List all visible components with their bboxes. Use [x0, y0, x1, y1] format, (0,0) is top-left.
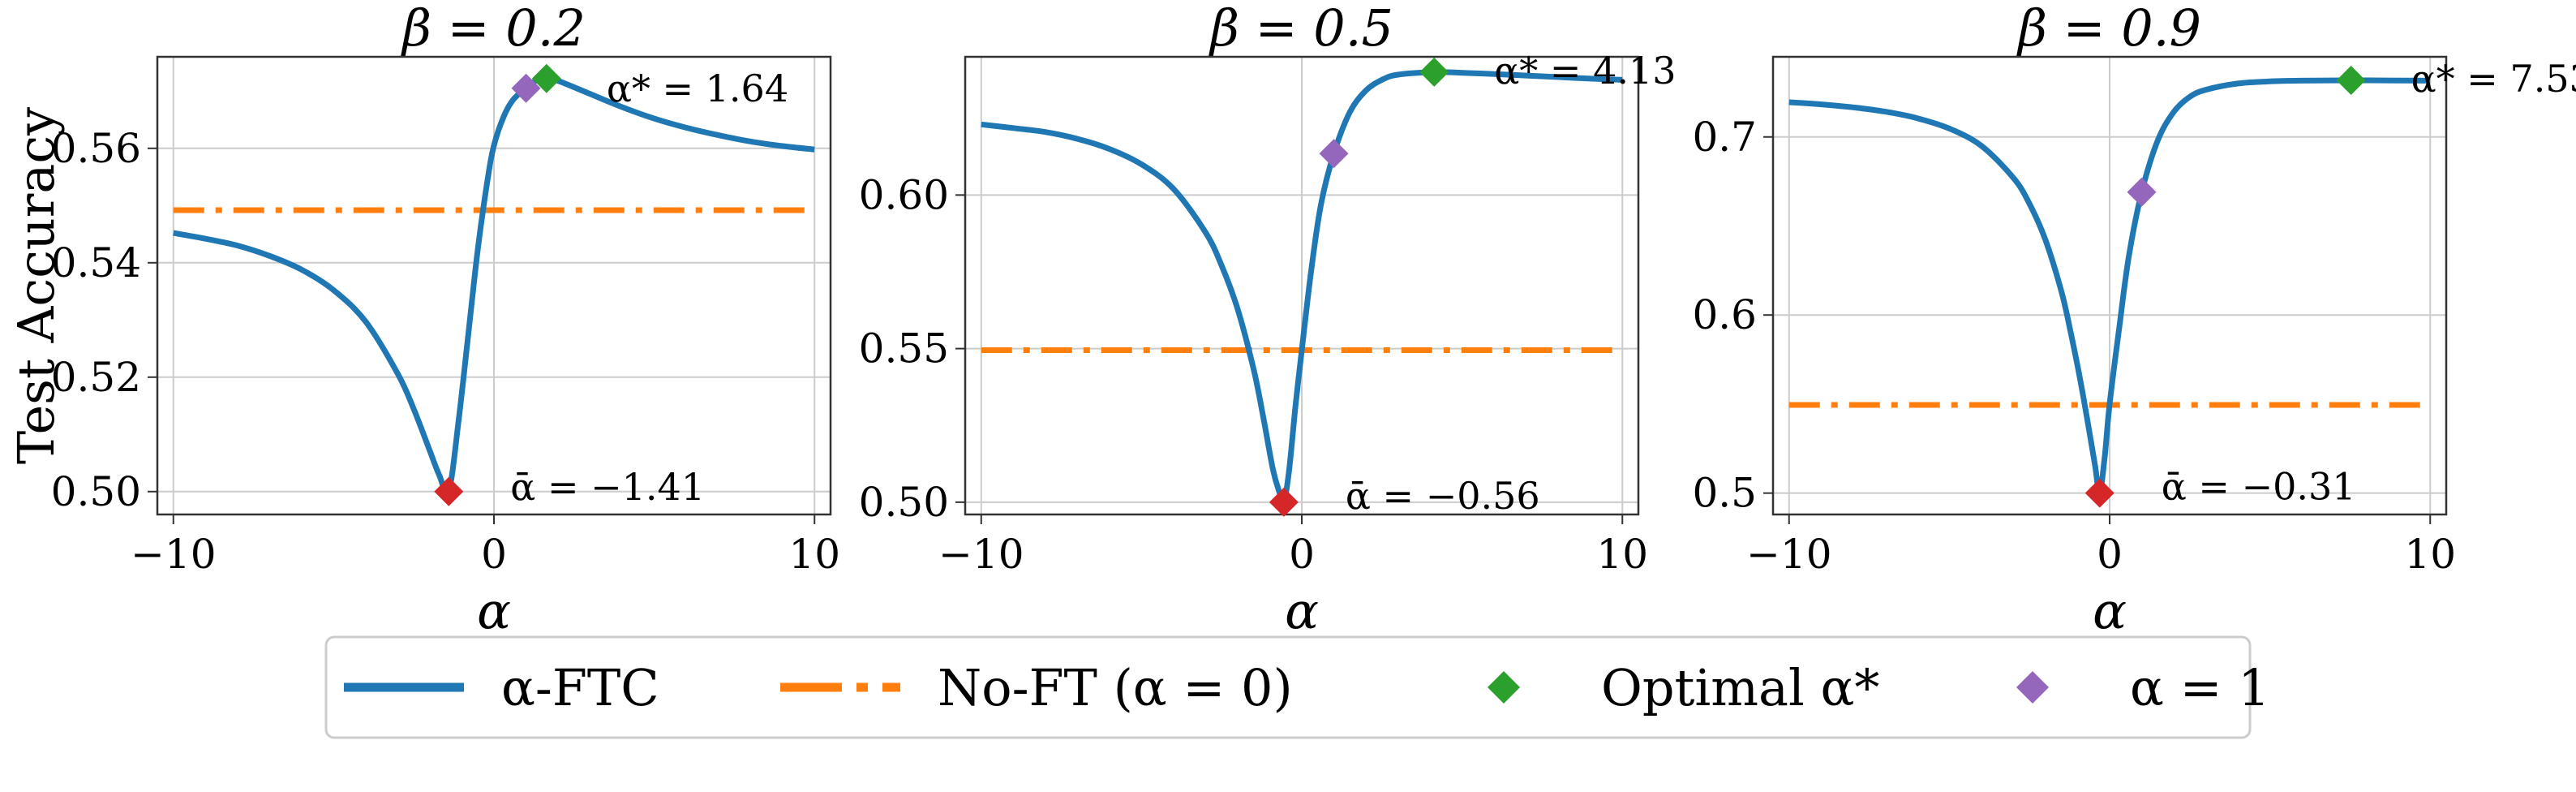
- legend-label: No-FT (α = 0): [938, 658, 1293, 717]
- alpha-one-marker: [1319, 139, 1349, 169]
- legend-swatch-diamond: [2016, 671, 2049, 704]
- subplot-3: β = 0.9 −10 0 10 0.5 0.6 0.7 α* = 7.53 ᾱ = −0.31…: [1692, 0, 2576, 640]
- alpha-ftc-curve: [981, 69, 1623, 506]
- min-annotation: ᾱ = −1.41: [510, 465, 705, 509]
- x-tick-label: −10: [131, 531, 217, 578]
- axes-frame: [156, 55, 832, 516]
- axes-frame: [1771, 55, 2448, 516]
- legend-item: α = 1: [2016, 658, 2270, 717]
- subplot-title: β = 0.5: [1209, 0, 1393, 58]
- subplot-title: β = 0.2: [401, 0, 586, 58]
- alpha-ftc-curve: [173, 75, 815, 497]
- x-axis-label: α: [477, 581, 511, 640]
- x-tick-label: 10: [1596, 531, 1648, 578]
- x-tick-label: 10: [2404, 531, 2456, 578]
- y-tick-label: 0.55: [859, 325, 949, 372]
- alpha-one-marker: [511, 73, 541, 103]
- legend: α-FTC No-FT (α = 0) Optimal α* α = 1: [324, 635, 2270, 739]
- x-tick-label: 0: [481, 531, 507, 578]
- legend-item: Optimal α*: [1488, 658, 1879, 717]
- x-tick-label: −10: [938, 531, 1024, 578]
- min-point-marker: [1269, 487, 1299, 517]
- x-tick-label: 10: [788, 531, 840, 578]
- legend-label: α-FTC: [501, 658, 659, 717]
- legend-label: Optimal α*: [1601, 658, 1879, 717]
- x-tick-label: 0: [1289, 531, 1315, 578]
- y-tick-label: 0.50: [859, 479, 949, 526]
- min-annotation: ᾱ = −0.31: [2162, 465, 2356, 509]
- subplot-1: β = 0.2 −10 0 10 0.50 0.52 0.54 0.56 α* = 1.64 ᾱ …: [51, 0, 840, 640]
- x-tick-label: 0: [2097, 531, 2123, 578]
- y-tick-label: 0.56: [51, 125, 141, 172]
- optimal-marker: [2336, 65, 2366, 95]
- legend-frame: [324, 635, 2252, 739]
- y-tick-label: 0.7: [1692, 114, 1757, 161]
- y-tick-label: 0.52: [51, 354, 141, 401]
- axes-frame: [964, 55, 1640, 516]
- min-annotation: ᾱ = −0.56: [1346, 474, 1540, 518]
- optimal-annotation: α* = 1.64: [607, 67, 788, 110]
- legend-swatch-diamond: [1488, 671, 1520, 704]
- subplots: β = 0.2−10 0 100.500.520.540.56α* = 1.64ᾱ …: [51, 0, 2576, 640]
- x-axis-label: α: [1285, 581, 1319, 640]
- y-tick-label: 0.5: [1692, 470, 1757, 517]
- optimal-annotation: α* = 4.13: [1494, 49, 1676, 93]
- y-tick-label: 0.54: [51, 239, 141, 286]
- min-point-marker: [2084, 478, 2114, 508]
- x-axis-label: α: [2093, 581, 2127, 640]
- alpha-one-marker: [2127, 177, 2157, 207]
- optimal-marker: [1419, 57, 1449, 87]
- x-tick-label: −10: [1746, 531, 1832, 578]
- y-tick-label: 0.6: [1692, 291, 1757, 338]
- legend-item: α-FTC: [344, 658, 659, 717]
- y-tick-label: 0.50: [51, 468, 141, 515]
- subplot-2: β = 0.5 −10 0 10 0.50 0.55 0.60 α* = 4.13 ᾱ = −0…: [859, 0, 1677, 640]
- min-point-marker: [434, 476, 464, 506]
- y-axis-label: Test Accuracy: [6, 107, 66, 464]
- legend-item: No-FT (α = 0): [780, 658, 1293, 717]
- optimal-annotation: α* = 7.53: [2411, 57, 2576, 101]
- y-tick-label: 0.60: [859, 171, 949, 218]
- subplot-title: β = 0.9: [2016, 0, 2201, 58]
- optimal-marker: [531, 63, 561, 93]
- legend-label: α = 1: [2130, 658, 2270, 717]
